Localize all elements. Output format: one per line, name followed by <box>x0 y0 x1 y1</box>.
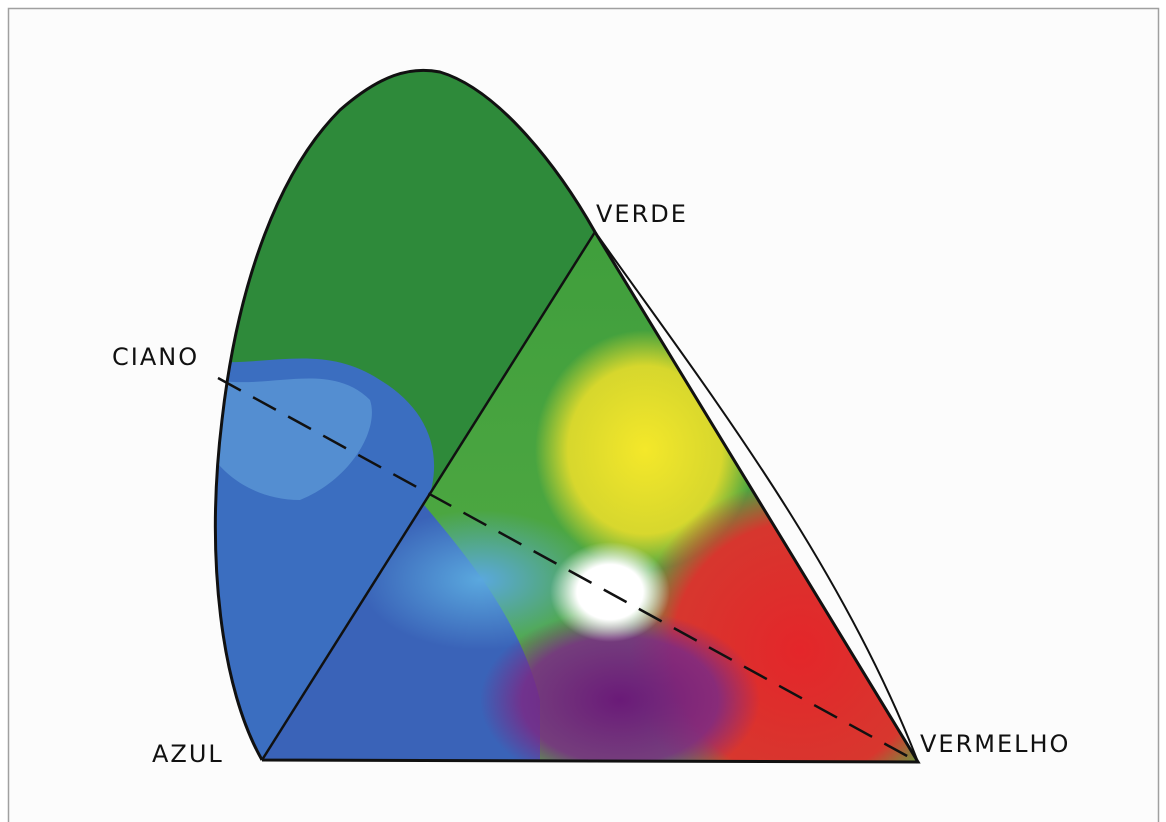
label-ciano: CIANO <box>112 343 199 371</box>
label-vermelho: VERMELHO <box>920 730 1070 758</box>
color-field <box>215 70 918 762</box>
label-verde: VERDE <box>596 200 688 228</box>
outline <box>213 68 921 764</box>
label-azul: AZUL <box>152 740 224 768</box>
